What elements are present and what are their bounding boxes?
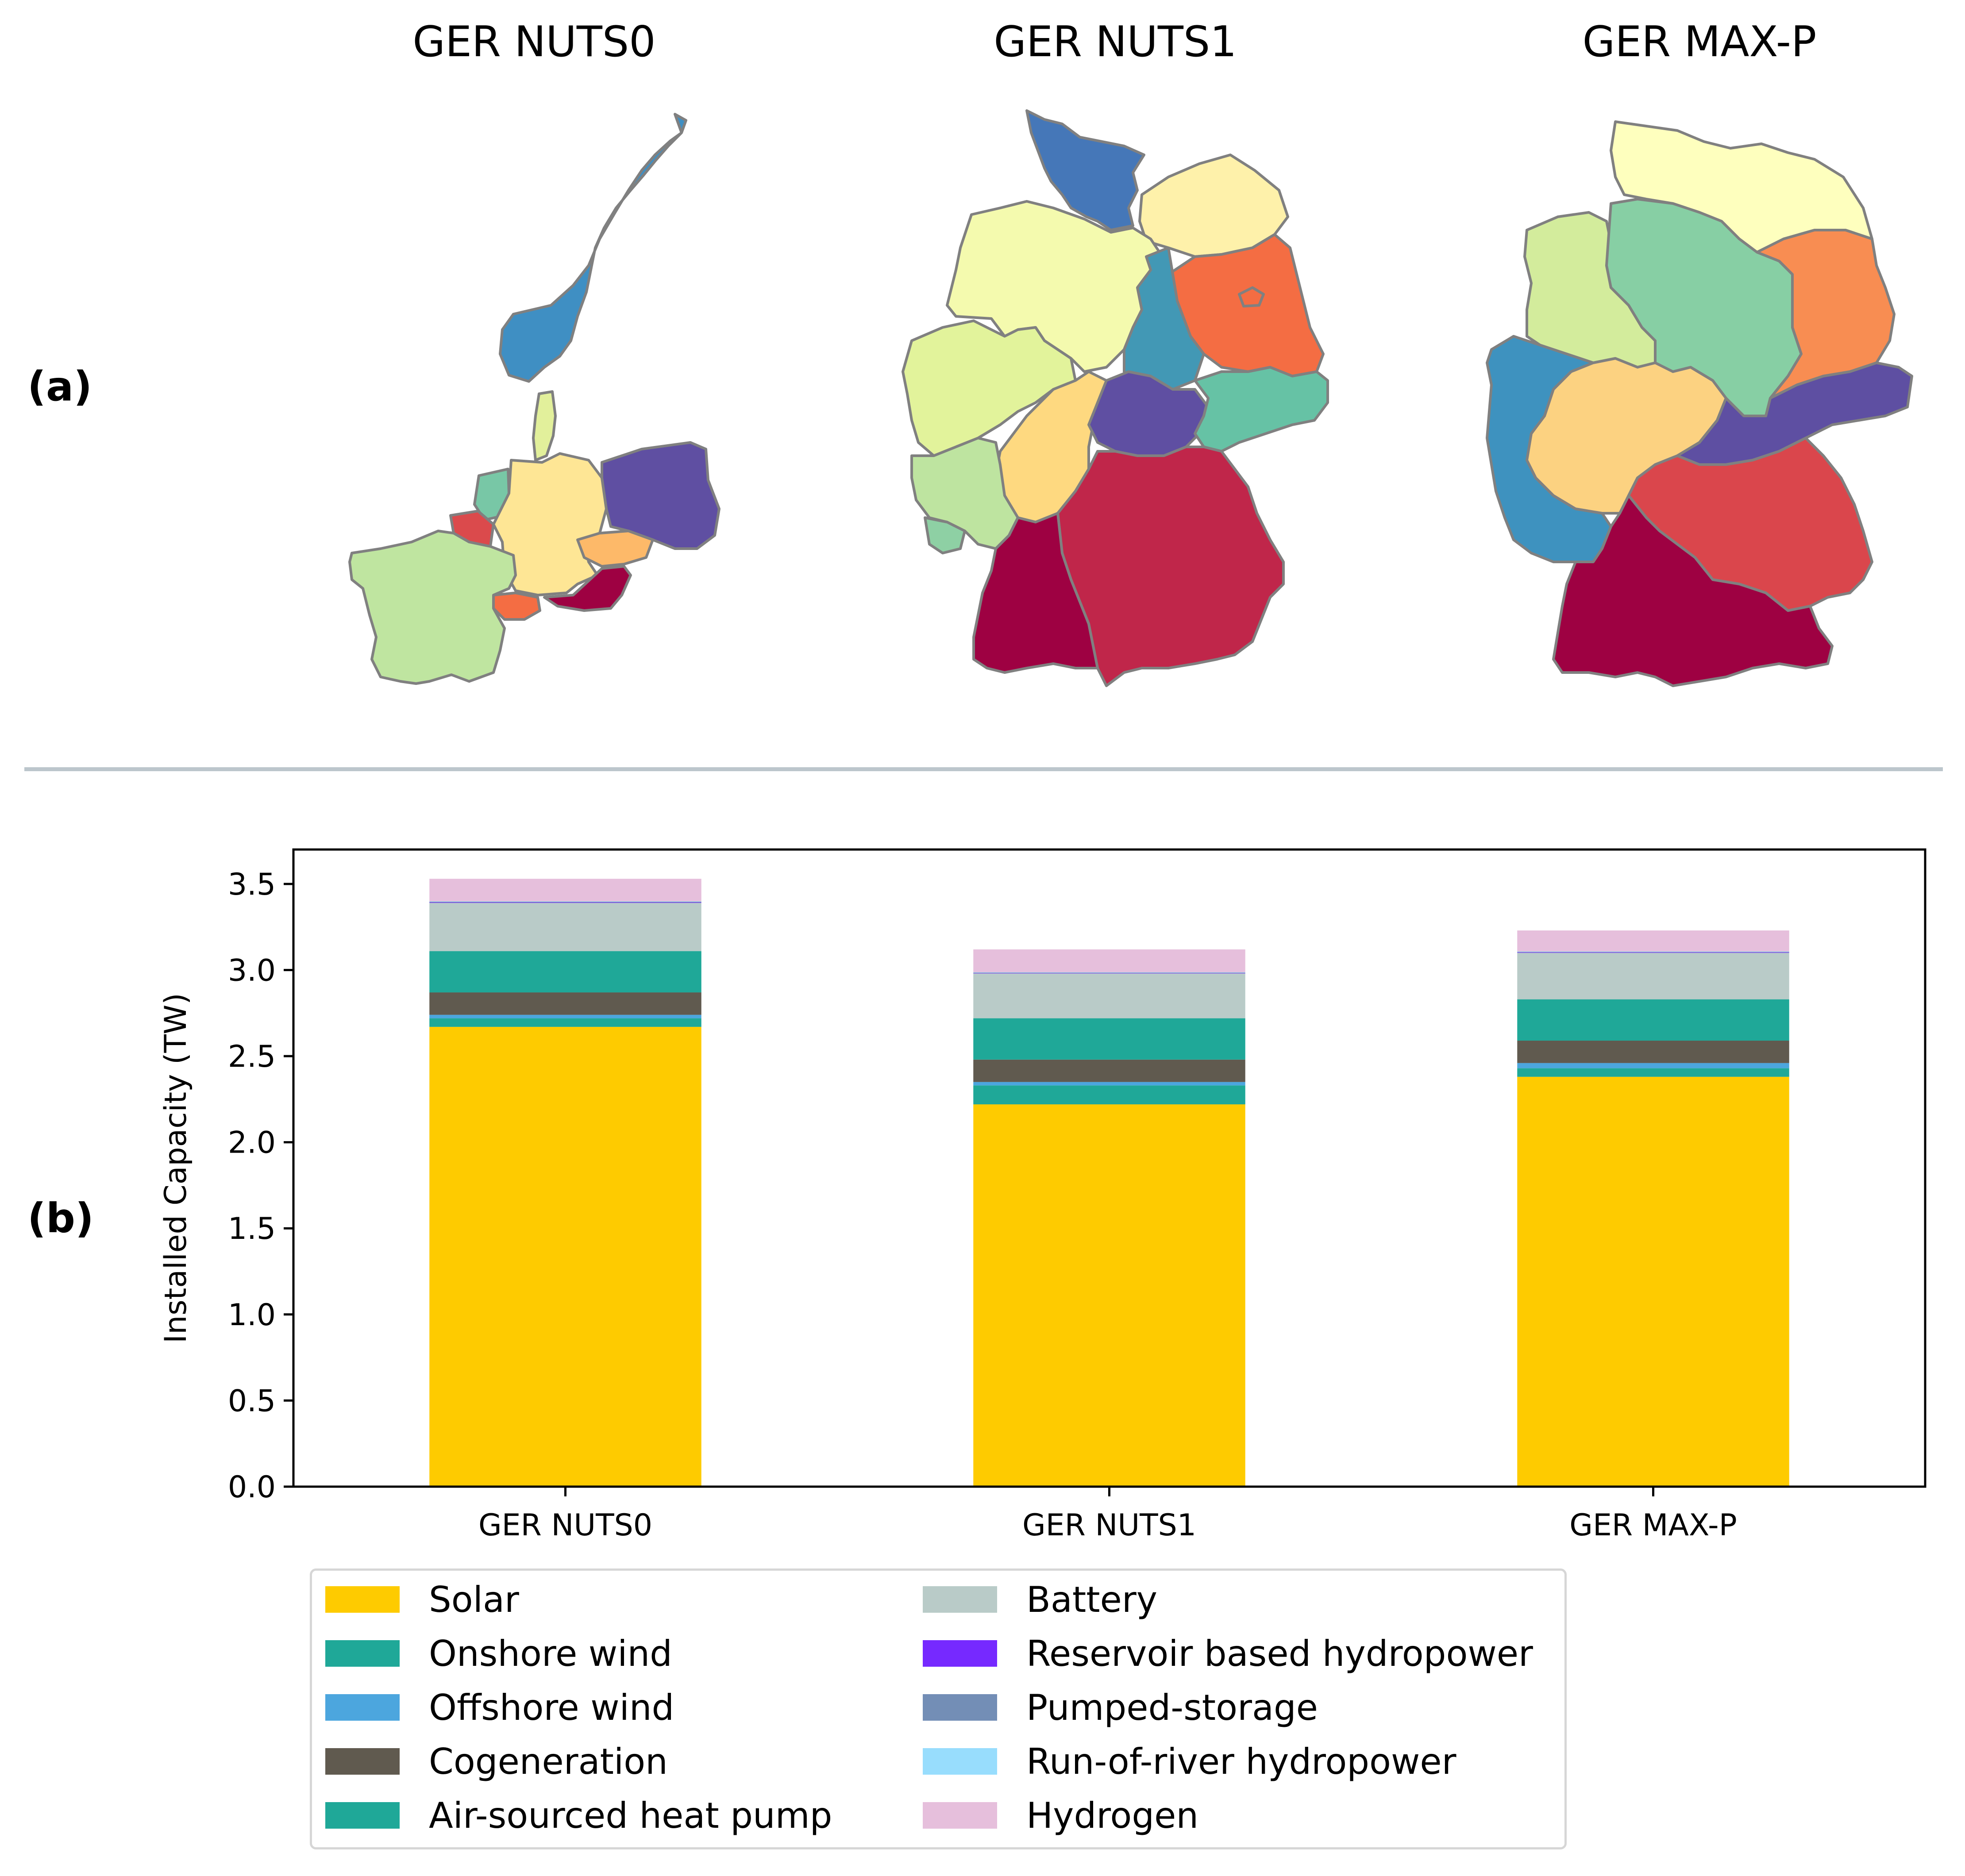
bar-segment-solar-1 (429, 1026, 701, 1487)
bar-segment-run-of-river-hydropower-1 (429, 901, 701, 902)
legend-item-run-of-river-hydropower: Run-of-river hydropower (923, 1737, 1456, 1786)
legend-swatch (325, 1694, 400, 1721)
legend-item-solar: Solar (325, 1575, 519, 1624)
map-title-nuts0: GER NUTS0 (412, 18, 656, 66)
x-tick-label: GER MAX-P (1569, 1508, 1737, 1543)
region-thueringen (1087, 370, 1210, 457)
legend-swatch (923, 1802, 997, 1829)
legend-swatch (325, 1748, 400, 1775)
x-tick-label: GER NUTS0 (478, 1508, 652, 1543)
legend-label: Run-of-river hydropower (1026, 1741, 1456, 1782)
region-poland (601, 441, 720, 550)
region-austria (543, 565, 632, 612)
legend-label: Air-sourced heat pump (429, 1795, 832, 1836)
bar-segment-hydrogen-2 (973, 949, 1245, 973)
legend-label: Offshore wind (429, 1687, 674, 1728)
bar-segment-pumped-storage-1 (429, 901, 701, 903)
region-france (348, 530, 517, 685)
region-berlin (1238, 286, 1265, 308)
legend-swatch (325, 1640, 400, 1667)
legend-swatch (325, 1586, 400, 1613)
bar-segment-battery-3 (1517, 953, 1789, 1000)
legend-label: Solar (429, 1579, 519, 1620)
legend-label: Battery (1026, 1579, 1158, 1620)
region-norway (499, 113, 687, 383)
bar-segment-battery-2 (973, 973, 1245, 1019)
bar-segment-offshore-wind-1 (429, 1015, 701, 1019)
map-title-nuts1: GER NUTS1 (994, 18, 1237, 66)
bar-segment-hydrogen-3 (1517, 930, 1789, 952)
region-schleswig-holstein (1025, 109, 1145, 231)
legend-swatch (923, 1748, 997, 1775)
y-tick-label: 3.0 (228, 953, 276, 988)
y-tick-label: 1.5 (228, 1211, 276, 1246)
legend-label: Hydrogen (1026, 1795, 1199, 1836)
region-saarland (924, 516, 966, 554)
bar-segment-solar-2 (973, 1104, 1245, 1487)
bar-segment-reservoir-based-hydropower-1 (429, 902, 701, 903)
legend-item-air-sourced-heat-pump: Air-sourced heat pump (325, 1791, 832, 1840)
legend-label: Reservoir based hydropower (1026, 1633, 1533, 1674)
region-niedersachsen (946, 200, 1161, 373)
section-divider (24, 767, 1943, 771)
bar-segment-air-sourced-heat-pump-1 (429, 951, 701, 993)
bar-segment-offshore-wind-3 (1517, 1063, 1789, 1069)
legend-swatch (325, 1802, 400, 1829)
bar-segment-cogeneration-2 (973, 1059, 1245, 1082)
bar-segment-run-of-river-hydropower-2 (973, 972, 1245, 973)
region-bw (972, 512, 1099, 674)
region-maxp-south (1552, 494, 1834, 687)
legend-swatch (923, 1694, 997, 1721)
bar-segment-hydrogen-1 (429, 879, 701, 902)
bar-segment-offshore-wind-2 (973, 1082, 1245, 1086)
region-nrw (902, 319, 1077, 457)
region-sachsen (1194, 366, 1329, 453)
y-tick-label: 2.5 (228, 1039, 276, 1074)
y-tick-label: 0.0 (228, 1470, 276, 1505)
legend-swatch (923, 1640, 997, 1667)
bars-layer (429, 879, 1789, 1487)
legend-item-battery: Battery (923, 1575, 1157, 1624)
bar-segment-battery-1 (429, 903, 701, 951)
bar-segment-run-of-river-hydropower-3 (1517, 951, 1789, 952)
legend-item-onshore-wind: Onshore wind (325, 1629, 672, 1678)
legend-label: Cogeneration (429, 1741, 668, 1782)
x-tick-label: GER NUTS1 (1022, 1508, 1196, 1543)
y-tick-label: 0.5 (228, 1384, 276, 1419)
y-tick-label: 1.0 (228, 1298, 276, 1333)
region-denmark (532, 390, 557, 461)
legend-item-cogeneration: Cogeneration (325, 1737, 668, 1786)
legend-item-reservoir-based-hydropower: Reservoir based hydropower (923, 1629, 1533, 1678)
map-nuts0 (348, 113, 720, 685)
map-nuts1 (902, 109, 1329, 687)
region-czechia (576, 530, 654, 568)
panel-label-a: (a) (27, 363, 92, 410)
bar-segment-onshore-wind-3 (1517, 1068, 1789, 1077)
bar-segment-reservoir-based-hydropower-3 (1517, 952, 1789, 953)
legend-label: Pumped-storage (1026, 1687, 1318, 1728)
legend-label: Onshore wind (429, 1633, 672, 1674)
x-ticks: GER NUTS0 GER NUTS1 GER MAX-P (478, 1487, 1737, 1543)
legend-swatch (923, 1586, 997, 1613)
y-tick-label: 3.5 (228, 867, 276, 902)
bar-segment-cogeneration-3 (1517, 1041, 1789, 1063)
bar-segment-air-sourced-heat-pump-2 (973, 1018, 1245, 1060)
bar-segment-air-sourced-heat-pump-3 (1517, 999, 1789, 1041)
legend-item-hydrogen: Hydrogen (923, 1791, 1198, 1840)
legend-item-pumped-storage: Pumped-storage (923, 1683, 1318, 1732)
bar-segment-solar-3 (1517, 1076, 1789, 1487)
y-tick-label: 2.0 (228, 1126, 276, 1161)
y-axis-label: Installed Capacity (TW) (158, 993, 193, 1343)
bar-segment-cogeneration-1 (429, 992, 701, 1015)
legend-item-offshore-wind: Offshore wind (325, 1683, 674, 1732)
map-maxp (1486, 120, 1913, 687)
legend: Solar Onshore wind Offshore wind Cogenerati… (310, 1568, 1567, 1849)
map-title-maxp: GER MAX-P (1582, 18, 1817, 66)
panel-label-b: (b) (27, 1195, 94, 1242)
bar-segment-onshore-wind-2 (973, 1085, 1245, 1104)
bar-segment-onshore-wind-1 (429, 1018, 701, 1027)
y-ticks: 0.0 0.5 1.0 1.5 2.0 2.5 3.0 3.5 (228, 867, 293, 1505)
